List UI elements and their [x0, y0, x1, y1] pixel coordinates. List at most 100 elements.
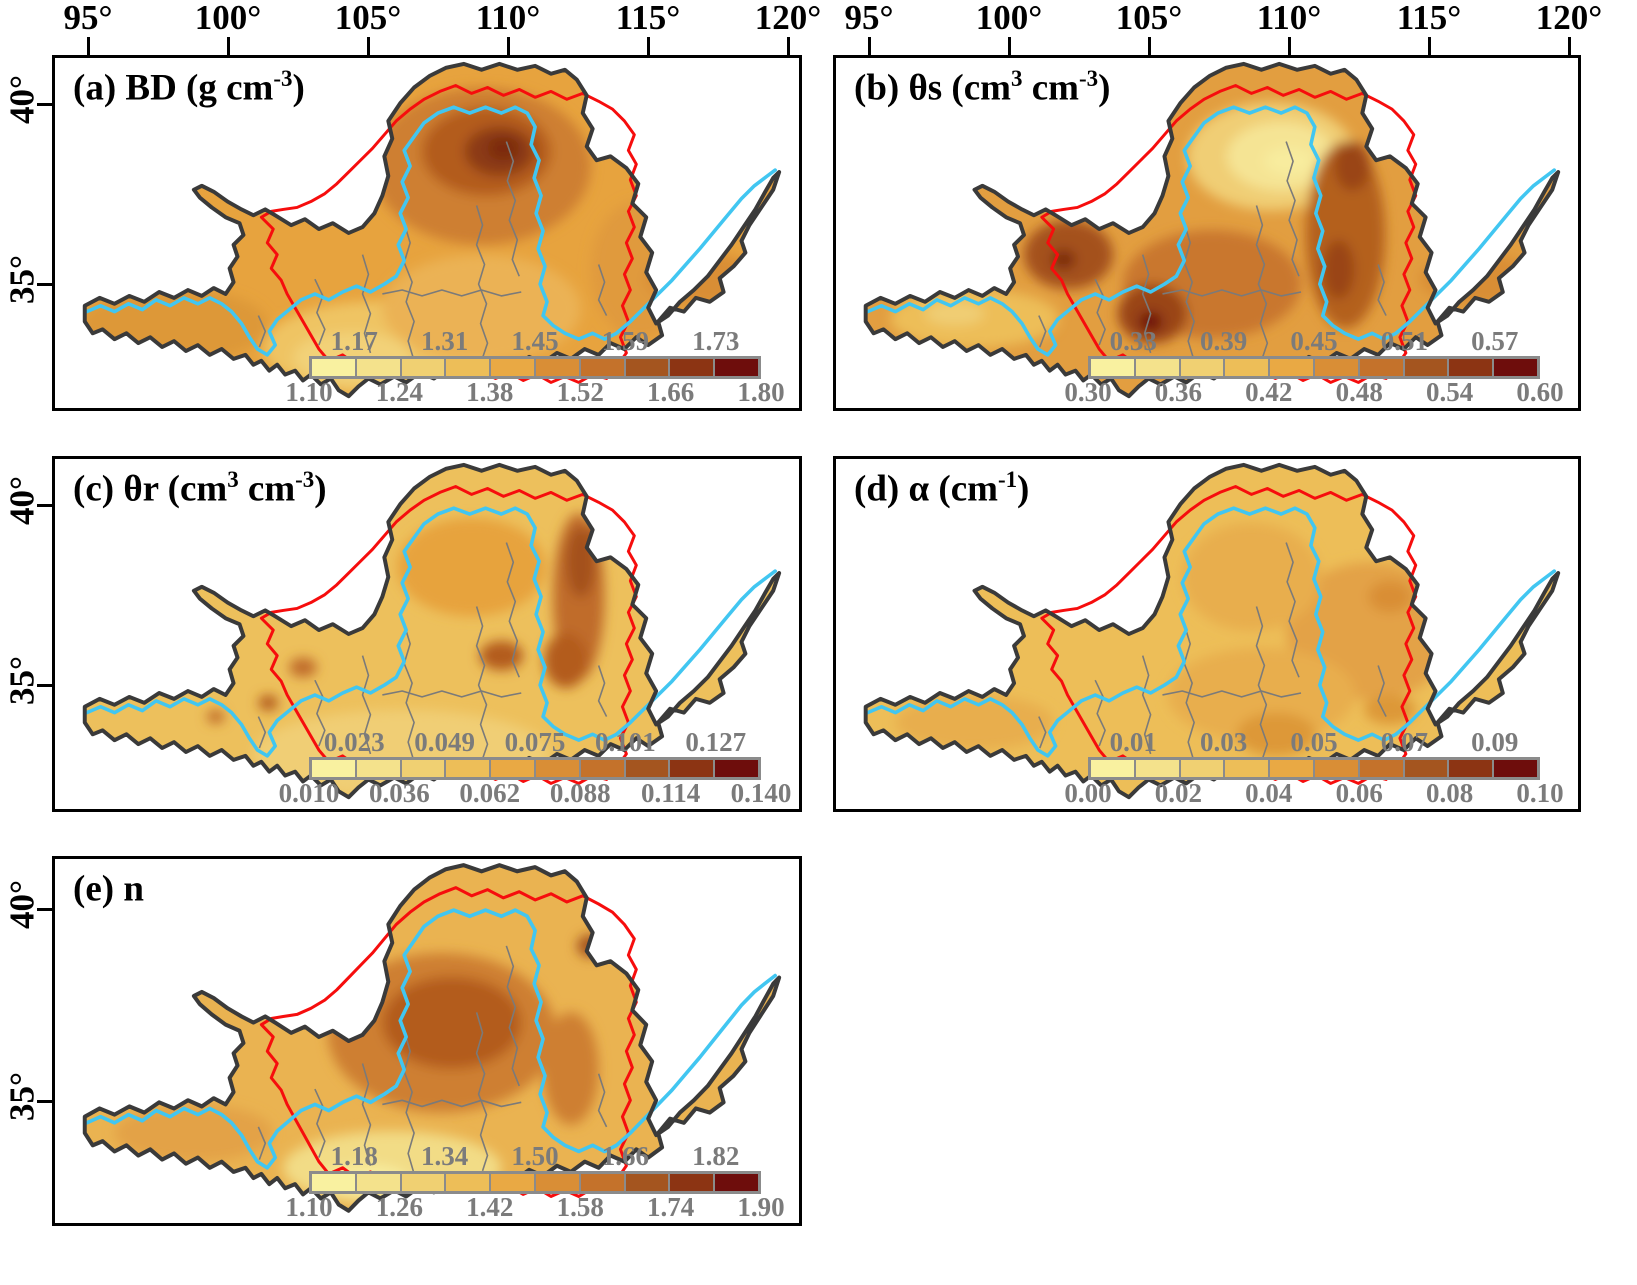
colorbar-segment	[1091, 760, 1136, 777]
colorbar-segment	[1135, 359, 1181, 376]
colorbar-bottom-label: 0.48	[1335, 377, 1383, 407]
colorbar-scale	[309, 356, 761, 379]
axis-tick	[227, 37, 230, 55]
lon-label: 115°	[615, 0, 681, 37]
colorbar-segment	[715, 760, 758, 777]
colorbar-bottom-label: 0.00	[1064, 778, 1112, 808]
axis-tick	[868, 37, 871, 55]
colorbar-bottom-label: 1.10	[285, 1192, 333, 1222]
colorbar-scale	[309, 757, 761, 780]
lat-axis-row-3: 40° 35°	[0, 856, 52, 1226]
panel-c-theta-r: (c) θr (cm3 cm-3) 0.023 0.049 0.075 0.10…	[52, 456, 802, 812]
colorbar-segment	[580, 1174, 626, 1191]
colorbar-segment	[535, 760, 581, 777]
lon-label: 105°	[1115, 0, 1183, 37]
lat-axis-row-1: 40° 35°	[0, 55, 52, 411]
axis-tick	[1008, 37, 1011, 55]
colorbar-segment	[1180, 359, 1226, 376]
axis-tick	[37, 684, 52, 687]
colorbar-segment	[1359, 760, 1405, 777]
colorbar-segment	[670, 1174, 716, 1191]
panel-title-b: (b) θs (cm3 cm-3)	[854, 66, 1110, 109]
axis-tick	[1288, 37, 1291, 55]
lat-label: 40°	[2, 75, 42, 124]
colorbar-top-label: 0.39	[1199, 326, 1248, 356]
colorbar-top-label: 0.51	[1380, 326, 1429, 356]
lat-label: 35°	[2, 656, 42, 705]
colorbar-segment	[401, 1174, 447, 1191]
colorbar-top-label: 0.09	[1471, 727, 1519, 757]
colorbar-segment	[670, 760, 716, 777]
panel-title-a: (a) BD (g cm-3)	[73, 66, 305, 109]
title-sup: -3	[1078, 66, 1099, 91]
colorbar-top-label: 0.101	[595, 727, 656, 757]
colorbar-segment	[1135, 760, 1181, 777]
lon-label: 110°	[475, 0, 541, 37]
colorbar-top-label: 0.075	[504, 727, 566, 757]
panel-d-alpha: (d) α (cm-1) 0.01 0.03 0.05 0.07 0.09 0.…	[833, 456, 1581, 812]
axis-tick	[37, 908, 52, 911]
title-text: (e) n	[73, 868, 144, 910]
axis-tick	[507, 37, 510, 55]
axis-tick	[37, 504, 52, 507]
colorbar-bottom-label: 1.80	[737, 377, 785, 407]
title-text: )	[1098, 67, 1111, 109]
colorbar-bottom-label: 1.10	[285, 377, 333, 407]
colorbar-top-label: 1.18	[330, 1141, 378, 1171]
basin-map-b	[863, 61, 1561, 399]
colorbar-bottom-label: 0.04	[1245, 778, 1293, 808]
colorbar-segment	[580, 359, 626, 376]
colorbar-d: 0.01 0.03 0.05 0.07 0.09 0.00 0.02 0.04 …	[1064, 727, 1563, 808]
colorbar-segment	[670, 359, 716, 376]
colorbar-scale	[1088, 356, 1540, 379]
colorbar-segment	[446, 1174, 492, 1191]
panel-title-e: (e) n	[73, 867, 144, 910]
axis-tick	[37, 1100, 52, 1103]
panel-e-n: (e) n 1.18 1.34 1.50 1.66 1.82 1.10 1.26…	[52, 856, 802, 1226]
colorbar-segment	[535, 359, 581, 376]
colorbar-segment	[1314, 760, 1360, 777]
colorbar-top-label: 1.73	[692, 326, 740, 356]
colorbar-top-label: 0.45	[1290, 326, 1338, 356]
colorbar-scale	[1088, 757, 1540, 780]
colorbar-segment	[401, 359, 447, 376]
colorbar-bottom-label: 1.42	[466, 1192, 514, 1222]
axis-tick	[647, 37, 650, 55]
colorbar-segment	[356, 359, 402, 376]
colorbar-bottom-label: 0.02	[1154, 778, 1203, 808]
title-text: cm	[1022, 67, 1079, 109]
title-text: (c) θr (cm	[73, 468, 228, 510]
lat-label: 40°	[2, 476, 42, 525]
colorbar-segment	[312, 760, 357, 777]
colorbar-segment	[1314, 359, 1360, 376]
colorbar-top-label: 0.57	[1471, 326, 1519, 356]
colorbar-top-label: 1.82	[692, 1141, 740, 1171]
title-text: (d) α (cm	[854, 468, 998, 510]
title-sup: -1	[997, 467, 1018, 492]
title-text: cm	[238, 468, 296, 510]
colorbar-top-label: 1.45	[511, 326, 559, 356]
lon-label: 120°	[754, 0, 822, 37]
colorbar-segment	[312, 359, 357, 376]
colorbar-bottom-label: 0.30	[1064, 377, 1112, 407]
lon-label: 120°	[1535, 0, 1603, 37]
colorbar-segment	[1449, 359, 1495, 376]
colorbar-scale	[309, 1171, 761, 1194]
colorbar-segment	[491, 760, 536, 777]
colorbar-segment	[625, 760, 671, 777]
colorbar-segment	[715, 1174, 758, 1191]
title-sup: -3	[273, 66, 293, 91]
lon-label: 95°	[844, 0, 894, 37]
colorbar-segment	[356, 1174, 402, 1191]
panel-title-d: (d) α (cm-1)	[854, 467, 1029, 510]
colorbar-segment	[625, 359, 671, 376]
title-text: )	[292, 67, 305, 109]
colorbar-top-label: 0.049	[414, 727, 475, 757]
colorbar-segment	[1494, 359, 1537, 376]
colorbar-segment	[401, 760, 447, 777]
colorbar-bottom-label: 1.58	[556, 1192, 604, 1222]
lat-label: 35°	[2, 1072, 42, 1121]
axis-tick	[37, 103, 52, 106]
colorbar-bottom-label: 1.52	[556, 377, 604, 407]
colorbar-bottom-label: 0.10	[1516, 778, 1564, 808]
